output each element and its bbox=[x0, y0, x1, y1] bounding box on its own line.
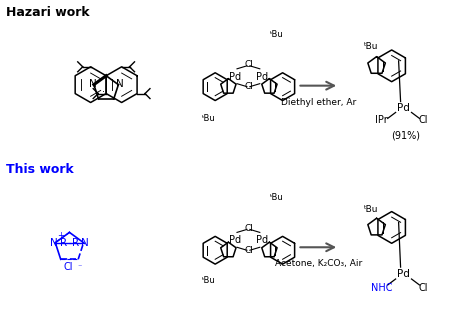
Text: This work: This work bbox=[6, 163, 74, 176]
Text: ᵗBu: ᵗBu bbox=[364, 42, 378, 50]
Text: Pd: Pd bbox=[256, 235, 268, 245]
Text: ᵗBu: ᵗBu bbox=[201, 114, 215, 123]
Text: ᵗBu: ᵗBu bbox=[270, 193, 283, 202]
Text: +: + bbox=[57, 231, 64, 240]
Text: Pd: Pd bbox=[229, 235, 241, 245]
Text: Pd: Pd bbox=[397, 269, 410, 279]
Text: N: N bbox=[81, 238, 89, 248]
Text: R: R bbox=[60, 238, 67, 248]
Text: Pd: Pd bbox=[229, 72, 241, 82]
Text: Acetone, K₂CO₃, Air: Acetone, K₂CO₃, Air bbox=[274, 259, 362, 268]
Text: Cl: Cl bbox=[245, 224, 253, 233]
Text: Pd: Pd bbox=[256, 72, 268, 82]
Text: ··: ·· bbox=[101, 86, 111, 97]
Text: R: R bbox=[72, 238, 79, 248]
Text: Diethyl ether, Ar: Diethyl ether, Ar bbox=[281, 98, 356, 107]
Text: ᵗBu: ᵗBu bbox=[364, 205, 378, 214]
Text: ᵗBu: ᵗBu bbox=[201, 277, 215, 285]
Text: Cl: Cl bbox=[245, 246, 253, 255]
Text: ᵗBu: ᵗBu bbox=[270, 30, 283, 39]
Text: ⁻: ⁻ bbox=[77, 263, 82, 272]
Text: Pd: Pd bbox=[397, 103, 410, 113]
Text: IPr: IPr bbox=[375, 115, 388, 125]
Text: Cl: Cl bbox=[64, 262, 73, 272]
Text: N: N bbox=[50, 238, 58, 248]
Text: Cl: Cl bbox=[245, 60, 253, 69]
Text: N: N bbox=[116, 79, 123, 89]
Text: (91%): (91%) bbox=[391, 130, 420, 140]
Text: N: N bbox=[89, 79, 97, 89]
Text: Cl: Cl bbox=[245, 82, 253, 91]
Text: Cl: Cl bbox=[419, 283, 428, 293]
Text: Cl: Cl bbox=[419, 115, 428, 125]
Text: NHC: NHC bbox=[371, 283, 392, 293]
Text: Hazari work: Hazari work bbox=[6, 6, 90, 20]
